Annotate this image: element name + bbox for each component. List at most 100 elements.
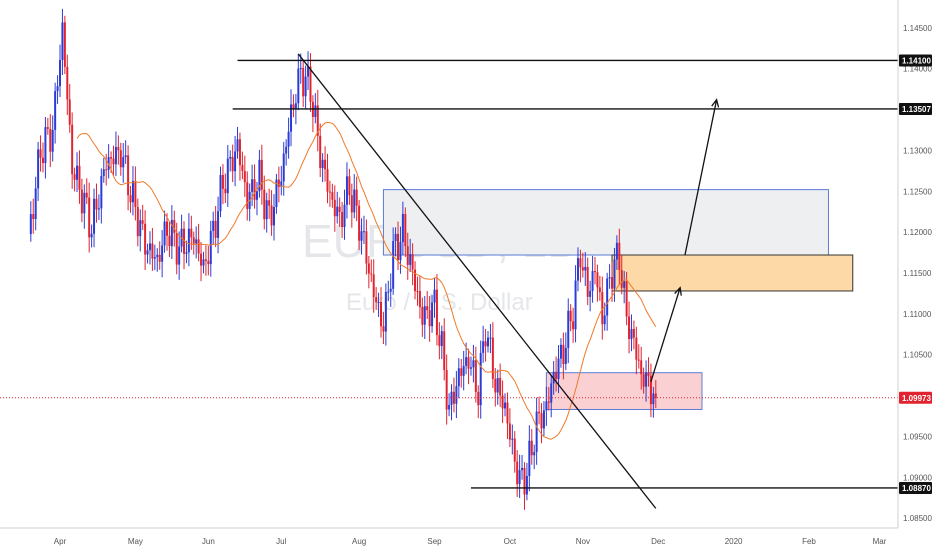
candle[interactable] — [542, 410, 545, 429]
candle[interactable] — [46, 127, 49, 129]
candle[interactable] — [175, 232, 178, 265]
candle[interactable] — [316, 105, 319, 136]
candle[interactable] — [144, 223, 147, 255]
candle[interactable] — [61, 22, 64, 61]
candle[interactable] — [411, 254, 414, 270]
candle[interactable] — [173, 219, 176, 233]
candle[interactable] — [110, 157, 113, 159]
candle[interactable] — [632, 328, 635, 338]
candle[interactable] — [187, 228, 190, 253]
candle[interactable] — [246, 182, 249, 209]
candle[interactable] — [170, 219, 173, 247]
candle[interactable] — [557, 358, 560, 380]
candle[interactable] — [136, 207, 139, 237]
candle[interactable] — [93, 198, 96, 234]
candle[interactable] — [148, 243, 151, 251]
candle[interactable] — [389, 288, 392, 292]
candle[interactable] — [630, 328, 633, 340]
candle[interactable] — [224, 188, 227, 194]
candle[interactable] — [574, 280, 577, 330]
candle[interactable] — [360, 231, 363, 241]
candle[interactable] — [34, 188, 37, 220]
candle[interactable] — [49, 128, 52, 152]
candle[interactable] — [287, 131, 290, 147]
candle[interactable] — [80, 189, 83, 214]
candle[interactable] — [479, 352, 482, 406]
candle[interactable] — [51, 129, 54, 152]
candle[interactable] — [491, 337, 494, 379]
candle[interactable] — [576, 258, 579, 281]
candle[interactable] — [41, 157, 44, 164]
candle[interactable] — [324, 159, 327, 170]
candle[interactable] — [362, 231, 365, 233]
candle[interactable] — [418, 291, 421, 308]
candle[interactable] — [387, 291, 390, 293]
candle[interactable] — [579, 258, 582, 268]
candle[interactable] — [304, 76, 307, 97]
candle[interactable] — [219, 174, 222, 212]
candle[interactable] — [372, 274, 375, 298]
candle[interactable] — [297, 68, 300, 104]
arrow-line[interactable] — [650, 287, 681, 382]
candle[interactable] — [168, 235, 171, 247]
candle[interactable] — [117, 147, 120, 151]
candle[interactable] — [326, 169, 329, 192]
candle[interactable] — [275, 179, 278, 208]
candle[interactable] — [416, 291, 419, 293]
candle[interactable] — [302, 68, 305, 97]
candle[interactable] — [477, 391, 480, 406]
candle[interactable] — [637, 359, 640, 361]
candle[interactable] — [482, 341, 485, 353]
candle[interactable] — [581, 267, 584, 271]
candle[interactable] — [589, 290, 592, 297]
candle[interactable] — [438, 335, 441, 346]
candle[interactable] — [299, 68, 302, 70]
candle[interactable] — [314, 105, 317, 117]
candle[interactable] — [183, 228, 186, 254]
candle[interactable] — [122, 157, 125, 168]
candle[interactable] — [516, 461, 519, 485]
candle[interactable] — [355, 189, 358, 206]
candle[interactable] — [107, 157, 110, 170]
candle[interactable] — [353, 189, 356, 213]
candle[interactable] — [404, 213, 407, 247]
candle[interactable] — [217, 211, 220, 238]
candle[interactable] — [591, 271, 594, 291]
candle[interactable] — [163, 221, 166, 246]
candle[interactable] — [29, 214, 32, 235]
candle[interactable] — [124, 155, 127, 158]
candle[interactable] — [44, 127, 47, 164]
candle[interactable] — [414, 269, 417, 292]
candle[interactable] — [555, 371, 558, 380]
candle[interactable] — [134, 180, 137, 208]
candle[interactable] — [54, 91, 57, 130]
candle[interactable] — [66, 66, 69, 100]
candle[interactable] — [384, 291, 387, 332]
candle[interactable] — [197, 239, 200, 254]
candle[interactable] — [192, 237, 195, 244]
candle[interactable] — [467, 357, 470, 369]
candle[interactable] — [440, 331, 443, 346]
candle[interactable] — [584, 266, 587, 271]
candle[interactable] — [68, 99, 71, 125]
candle[interactable] — [645, 372, 648, 387]
candle[interactable] — [647, 372, 650, 376]
candle[interactable] — [628, 316, 631, 340]
candle[interactable] — [63, 22, 66, 67]
candle[interactable] — [547, 401, 550, 403]
candle[interactable] — [640, 360, 643, 375]
candle[interactable] — [457, 368, 460, 387]
candle[interactable] — [443, 331, 446, 370]
candle[interactable] — [358, 205, 361, 241]
candle[interactable] — [465, 357, 468, 366]
candle[interactable] — [469, 367, 472, 369]
candle[interactable] — [90, 233, 93, 238]
candle[interactable] — [611, 277, 614, 289]
candle[interactable] — [380, 301, 382, 327]
candle[interactable] — [229, 156, 232, 159]
candle[interactable] — [601, 292, 604, 325]
candle[interactable] — [538, 411, 541, 414]
candle[interactable] — [382, 326, 385, 332]
candle[interactable] — [345, 176, 348, 205]
candle[interactable] — [484, 341, 487, 347]
